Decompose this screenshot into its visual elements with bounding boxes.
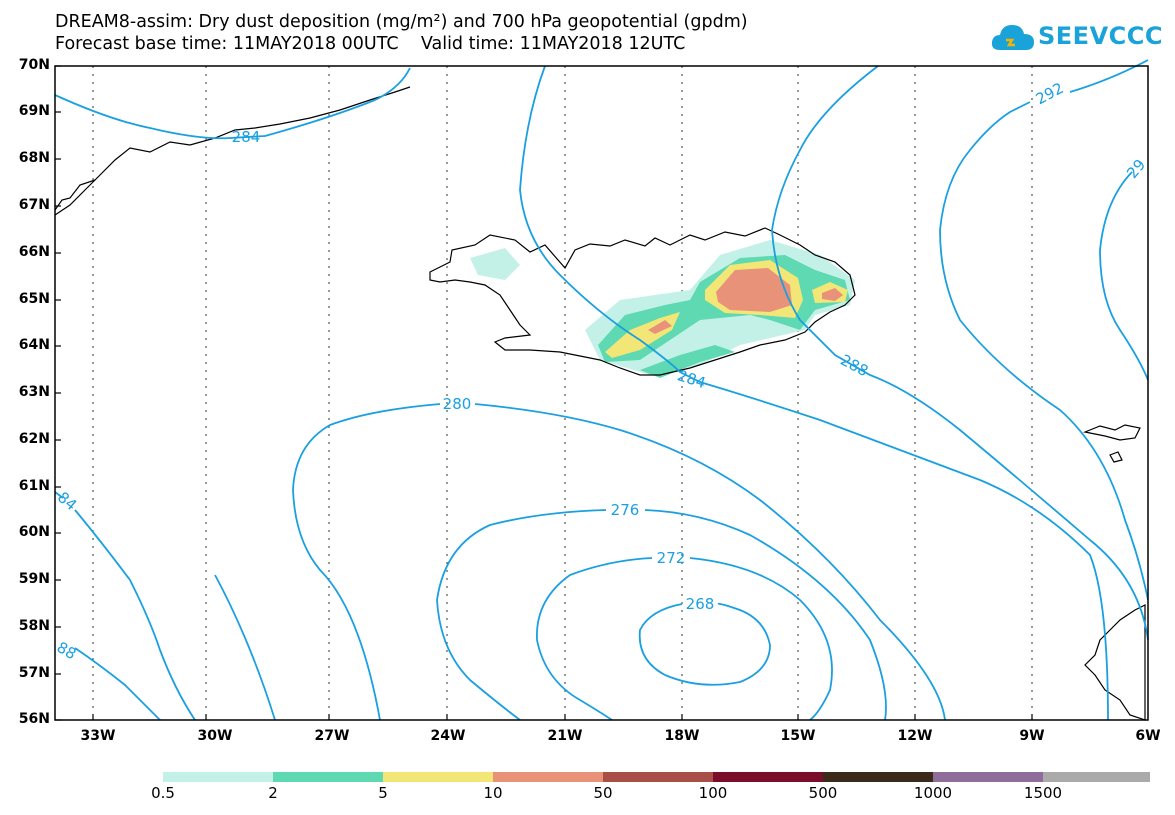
legend-label: 2 [268, 784, 278, 802]
dust-area-salmon [648, 320, 672, 334]
legend-swatch [493, 772, 603, 782]
contour-276-east [644, 509, 887, 721]
faroe-coast [1082, 424, 1141, 441]
contour-84-west-top [54, 491, 64, 499]
contour-268 [638, 602, 771, 686]
map-title-line2: Forecast base time: 11MAY2018 00UTC Vali… [55, 34, 686, 54]
contour-label: 284 [675, 366, 708, 392]
legend-swatch [383, 772, 493, 782]
legend-swatch [713, 772, 823, 782]
contour-84-west [74, 509, 196, 721]
lat-label: 70N [18, 57, 50, 73]
dust-area-salmon [716, 268, 792, 312]
contour-284-northwest [54, 67, 411, 140]
contour-288 [771, 65, 1149, 641]
lon-label: 15W [780, 728, 816, 744]
contour-284-iceland [519, 65, 1109, 721]
legend-label: 10 [483, 784, 503, 802]
axis-ticks [55, 65, 1033, 721]
dust-area-salmon [822, 288, 843, 301]
lon-label: 9W [1019, 728, 1045, 744]
iceland-coast [429, 227, 856, 376]
legend-swatch [1043, 772, 1150, 782]
legend-label: 5 [378, 784, 388, 802]
map-frame [54, 65, 1149, 721]
contour-label: 88 [54, 638, 80, 663]
legend-swatch [273, 772, 383, 782]
contour-label: 292 [1033, 79, 1067, 108]
legend-swatch [603, 772, 713, 782]
legend-label: 1500 [1023, 784, 1063, 802]
graticule [92, 66, 1033, 720]
lat-label: 65N [18, 291, 50, 307]
lat-label: 58N [18, 618, 50, 634]
map-title-line1: DREAM8-assim: Dry dust deposition (mg/m²… [55, 12, 748, 32]
lat-label: 62N [18, 431, 50, 447]
contour-280-east [474, 403, 946, 721]
contour-272 [536, 557, 653, 721]
contour-label: 272 [657, 549, 686, 567]
greenland-coast-fragment [54, 179, 96, 211]
contour-88-west [74, 647, 161, 721]
legend-label: 1000 [913, 784, 953, 802]
legend-label: 500 [808, 784, 838, 802]
contour-label: 268 [686, 595, 715, 613]
legend-label: 50 [593, 784, 613, 802]
dust-deposition-shading [470, 240, 855, 378]
contour-label: 284 [232, 128, 261, 146]
logo-text: SEEVCCC [1038, 22, 1163, 50]
contour-label: 280 [443, 395, 472, 413]
legend-swatch [933, 772, 1043, 782]
greenland-coast [54, 86, 411, 216]
legend-swatch [163, 772, 273, 782]
faroe-coast [1109, 451, 1123, 463]
contour-88-west-b [214, 574, 276, 721]
lat-label: 69N [18, 103, 50, 119]
contour-276 [436, 509, 607, 721]
contour-label: 288 [837, 351, 871, 380]
legend-swatch [823, 772, 933, 782]
lat-label: 57N [18, 665, 50, 681]
lat-label: 66N [18, 244, 50, 260]
dust-area-green [640, 345, 735, 378]
seevccc-logo: SEEVCCC [990, 20, 1163, 58]
lat-label: 68N [18, 150, 50, 166]
legend-label: 0.5 [151, 784, 175, 802]
lat-label: 61N [18, 478, 50, 494]
lat-label: 56N [18, 711, 50, 727]
lat-label: 63N [18, 384, 50, 400]
contour-label: 276 [611, 501, 640, 519]
lon-label: 24W [430, 728, 466, 744]
legend-label: 100 [698, 784, 728, 802]
contour-292-east [1069, 59, 1149, 93]
scotland-coast [1084, 604, 1146, 721]
contour-280 [292, 403, 441, 721]
contour-labels: 284 284 292 29 280 276 272 268 288 84 88 [54, 79, 1149, 663]
legend-colorbar [163, 772, 1150, 782]
lat-label: 67N [18, 197, 50, 213]
contour-272-east [689, 557, 833, 721]
lat-label: 60N [18, 524, 50, 540]
lat-label: 64N [18, 337, 50, 353]
contour-292 [939, 101, 1149, 601]
lon-label: 12W [897, 728, 933, 744]
lon-label: 6W [1135, 728, 1161, 744]
lat-label: 59N [18, 571, 50, 587]
contour-29-east [1099, 171, 1149, 381]
geopotential-contours [54, 59, 1149, 721]
dust-area-light [470, 248, 520, 280]
lon-label: 27W [314, 728, 350, 744]
lon-label: 30W [197, 728, 233, 744]
lon-label: 33W [80, 728, 116, 744]
lon-label: 18W [664, 728, 700, 744]
coastlines [54, 86, 1146, 721]
cloud-icon [991, 25, 1034, 50]
lon-label: 21W [547, 728, 583, 744]
